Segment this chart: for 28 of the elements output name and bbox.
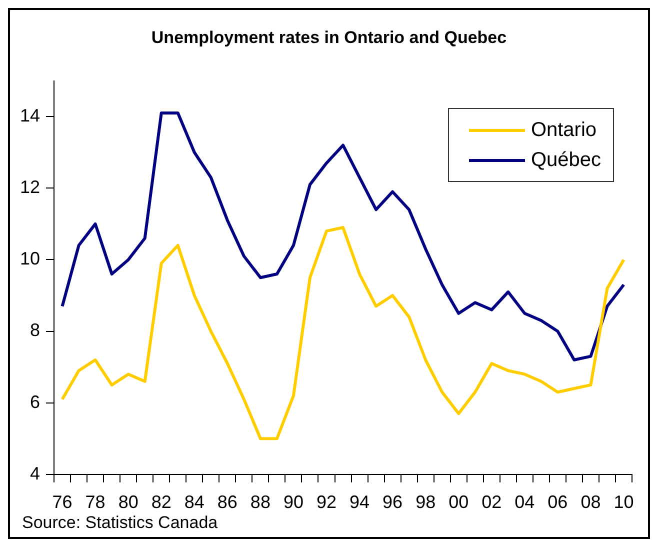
x-tick-label: 78: [85, 492, 106, 512]
x-tick-label: 76: [52, 492, 72, 512]
legend-label: Québec: [530, 148, 601, 173]
legend-label: Ontario: [530, 118, 597, 143]
source-note: Source: Statistics Canada: [22, 513, 218, 533]
x-tick-label: 90: [283, 492, 304, 512]
x-tick-label: 86: [217, 492, 238, 512]
x-tick-label: 94: [350, 492, 370, 512]
x-tick-label: 96: [382, 492, 403, 512]
x-tick-label: 10: [614, 492, 634, 512]
y-tick-label: 14: [20, 106, 40, 126]
y-tick-label: 8: [30, 320, 40, 340]
y-tick-label: 12: [20, 177, 40, 198]
x-tick-label: 92: [316, 492, 337, 512]
x-tick-label: 08: [580, 492, 601, 512]
x-tick-label: 98: [416, 492, 436, 512]
x-tick-label: 82: [151, 492, 172, 512]
x-tick-label: 88: [250, 492, 270, 512]
x-tick-label: 00: [448, 492, 469, 512]
x-tick-label: 80: [118, 492, 138, 512]
y-tick-label: 6: [30, 392, 40, 412]
y-tick-label: 10: [20, 248, 40, 269]
x-tick-label: 06: [548, 492, 568, 512]
x-tick-label: 04: [514, 492, 535, 512]
chart-title: Unemployment rates in Ontario and Quebec: [150, 27, 508, 49]
x-tick-label: 02: [482, 492, 502, 512]
x-tick-label: 84: [184, 492, 204, 512]
y-tick-label: 4: [30, 463, 40, 484]
